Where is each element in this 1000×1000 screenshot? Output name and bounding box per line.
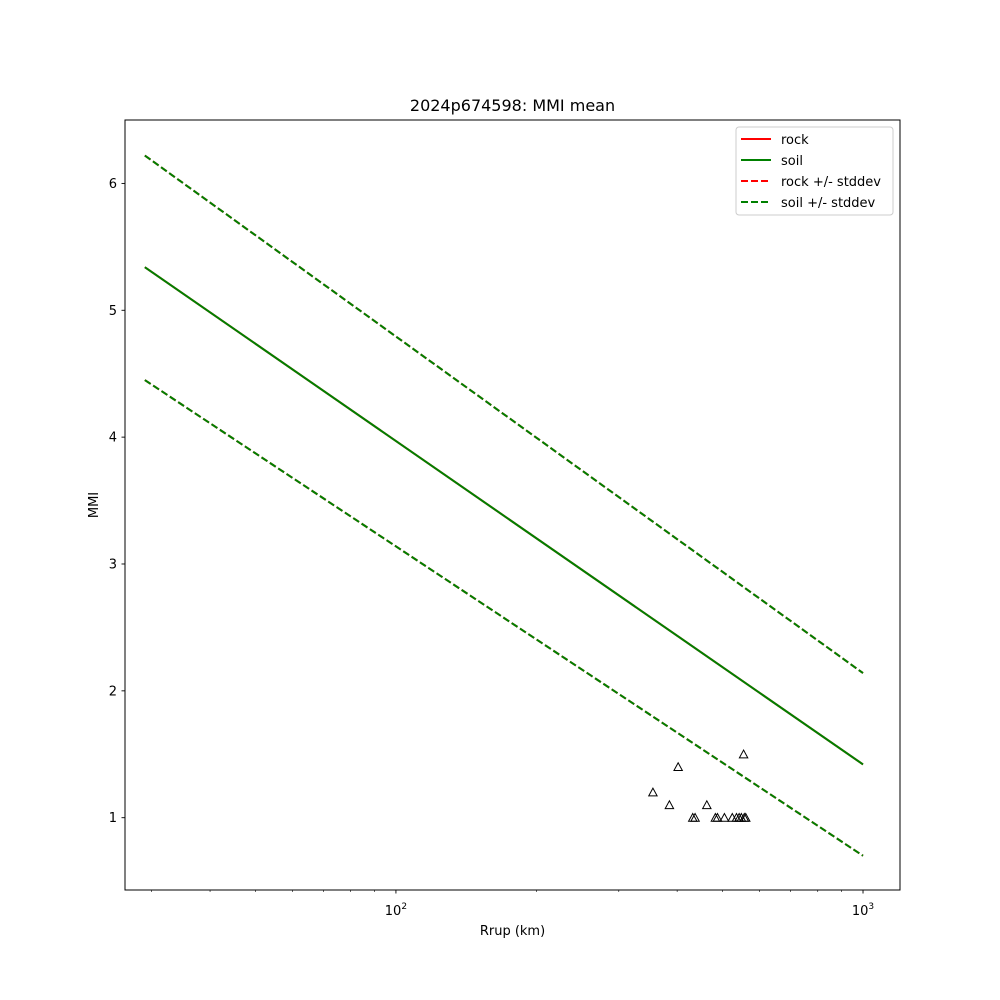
- plot-frame: [124, 119, 901, 891]
- legend-label: rock +/- stddev: [781, 175, 881, 190]
- legend-label: soil: [781, 154, 803, 169]
- y-axis-ticks: 1 2 3 4 5 6: [109, 177, 125, 826]
- plot-area: 102 103 1 2 3 4 5 6: [109, 119, 901, 919]
- series-line-soil-stddev-lower: [144, 379, 864, 857]
- x-axis-label: Rrup (km): [480, 924, 545, 939]
- observation-marker: [673, 761, 684, 772]
- legend-label: soil +/- stddev: [781, 196, 876, 211]
- observation-marker: [690, 812, 701, 822]
- observation-marker: [664, 799, 675, 810]
- observation-marker: [647, 787, 658, 797]
- observation-marker: [719, 812, 730, 822]
- x-tick-label: 102: [385, 902, 407, 919]
- y-tick-label: 1: [109, 811, 117, 826]
- legend: rock soil rock +/- stddev soil +/- stddev: [735, 126, 894, 216]
- observation-marker: [712, 812, 723, 822]
- legend-box: [735, 126, 894, 216]
- series-line-soil: [144, 266, 864, 766]
- observation-marker: [740, 812, 751, 822]
- y-tick-label: 2: [109, 684, 117, 699]
- y-axis-label: MMI: [87, 492, 102, 518]
- y-tick-label: 3: [109, 557, 117, 572]
- chart-title: 2024p674598: MMI mean: [410, 96, 615, 115]
- y-tick-label: 4: [109, 431, 117, 446]
- series-layer: [144, 154, 864, 857]
- observation-marker: [701, 799, 712, 810]
- y-tick-label: 6: [109, 177, 117, 192]
- y-tick-label: 5: [109, 304, 117, 319]
- observation-markers: [647, 749, 751, 822]
- series-line-soil-stddev: [144, 154, 864, 674]
- observation-marker: [738, 749, 749, 759]
- x-axis-ticks: 102 103: [151, 890, 874, 919]
- legend-label: rock: [781, 133, 809, 148]
- x-tick-label: 103: [852, 902, 874, 919]
